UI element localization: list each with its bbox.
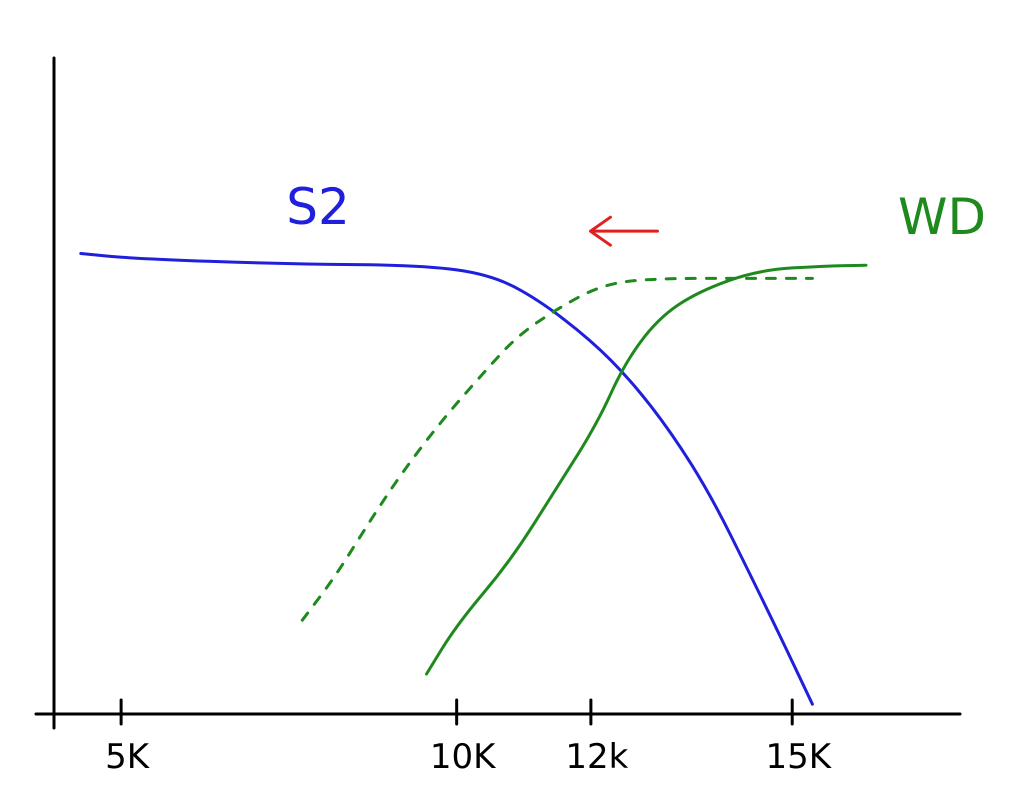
series-label-s2: S2 xyxy=(286,178,350,236)
x-ticks: 5K 10K 12k 15K xyxy=(105,698,833,777)
series-labels: S2 WD xyxy=(286,178,986,246)
x-tick-label-3: 15K xyxy=(765,737,832,777)
annotations xyxy=(588,215,659,247)
series-wd-line xyxy=(425,263,868,676)
x-tick-label-0: 5K xyxy=(105,737,151,777)
series-dashed-line xyxy=(300,276,814,622)
series-s2-line xyxy=(79,252,814,706)
left-arrow-icon xyxy=(588,215,659,247)
x-tick-label-1: 10K xyxy=(430,737,497,777)
series-label-wd: WD xyxy=(898,188,986,246)
x-tick-label-2: 12k xyxy=(565,737,628,777)
series-lines xyxy=(79,252,868,706)
